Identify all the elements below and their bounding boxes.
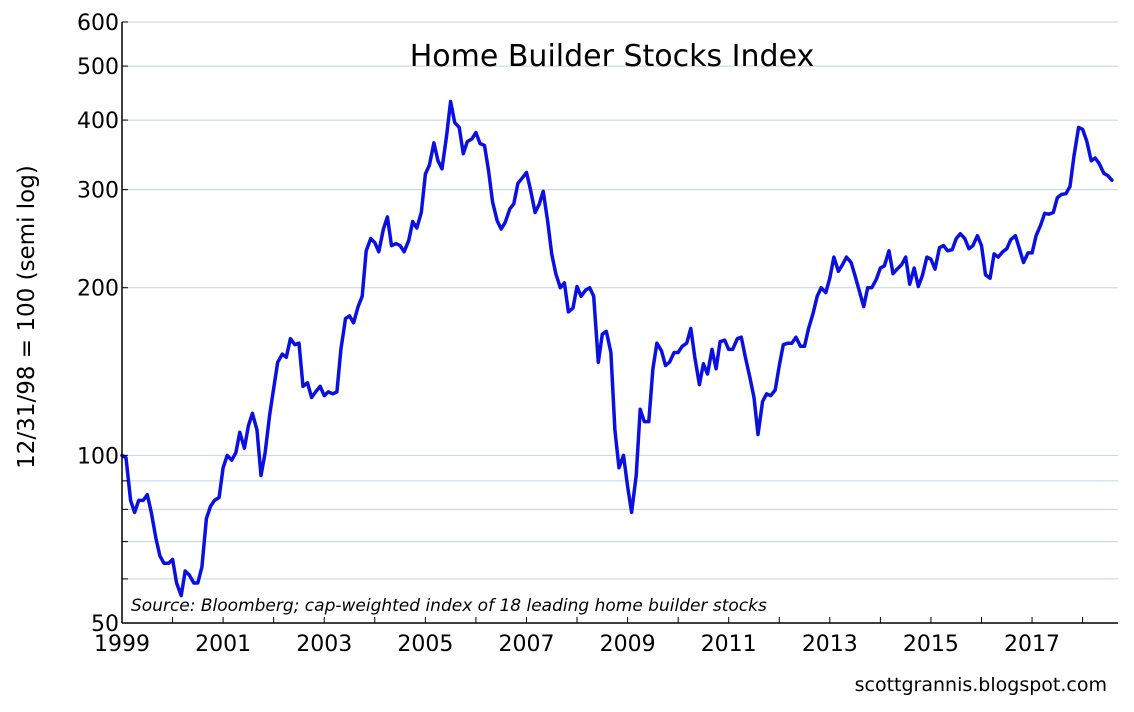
- y-tick-labels: 50 100 200 300 400 500 600: [77, 11, 119, 637]
- x-tick-label: 1999: [94, 632, 150, 657]
- y-tick-label: 100: [77, 444, 119, 469]
- x-tick-label: 2009: [600, 632, 656, 657]
- x-tick-labels: 1999 2001 2003 2005 2007 2009 2011 2013 2015 2017: [94, 632, 1060, 657]
- y-tick-label: 500: [77, 55, 119, 80]
- x-tick-label: 2017: [1004, 632, 1060, 657]
- credit-text: scottgrannis.blogspot.com: [855, 674, 1107, 696]
- x-tick-label: 2011: [701, 632, 757, 657]
- y-tick-label: 300: [77, 179, 119, 204]
- y-tick-label: 50: [91, 612, 119, 637]
- chart-title: Home Builder Stocks Index: [410, 39, 815, 74]
- series-line: [120, 99, 1114, 598]
- x-tick-label: 2001: [195, 632, 251, 657]
- x-tick-label: 2005: [397, 632, 453, 657]
- source-annotation: Source: Bloomberg; cap-weighted index of…: [131, 596, 767, 616]
- y-tick-label: 200: [77, 277, 119, 302]
- x-tick-label: 2013: [802, 632, 858, 657]
- x-tick-label: 2007: [498, 632, 554, 657]
- x-tick-label: 2015: [903, 632, 959, 657]
- gridlines: [122, 21, 1118, 580]
- y-tick-label: 600: [77, 11, 119, 36]
- y-axis-label: 12/31/98 = 100 (semi log): [14, 165, 40, 469]
- y-tick-label: 400: [77, 109, 119, 134]
- axes: [121, 21, 1118, 624]
- x-tick-label: 2003: [296, 632, 352, 657]
- series-layer: [120, 99, 1114, 598]
